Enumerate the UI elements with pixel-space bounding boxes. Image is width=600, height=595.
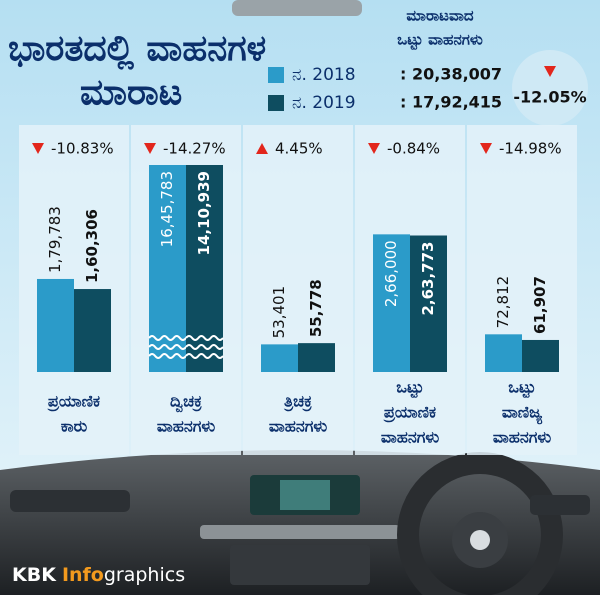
- title: ಮಾರಾಟ: [80, 72, 182, 113]
- bar: [410, 235, 447, 372]
- category-label: ವಾಹನಗಳು: [157, 417, 215, 436]
- category-label: ವಾಣಿಜ್ಯ: [502, 403, 543, 425]
- bar: [37, 278, 74, 372]
- bar: [373, 234, 410, 372]
- category-label: ಕಾರು: [61, 417, 87, 436]
- change-label: -14.98%: [499, 140, 562, 158]
- change-arrow: [480, 143, 492, 154]
- legend-swatch: [268, 67, 284, 83]
- break-wave: [185, 344, 224, 350]
- legend-label: ನ. 2018: [292, 65, 356, 85]
- dashboard: [0, 450, 600, 595]
- change-arrow: [144, 143, 156, 154]
- bar: [74, 289, 111, 372]
- total-change-badge: [512, 50, 588, 126]
- break-wave: [148, 353, 187, 359]
- value-label: 1,79,783: [46, 206, 64, 273]
- value-label: 2,66,000: [382, 240, 400, 307]
- credit-part: graphics: [104, 564, 185, 586]
- panel: [243, 125, 353, 455]
- break-wave: [148, 344, 187, 350]
- change-arrow: [32, 143, 44, 154]
- value-label: 55,778: [307, 279, 325, 337]
- total-value: : 20,38,007: [400, 65, 502, 84]
- category-label: ವಾಹನಗಳು: [381, 428, 439, 447]
- category-label: ತ್ರಿಚಕ್ರ: [283, 392, 312, 413]
- bar: [261, 344, 298, 372]
- break-wave: [148, 335, 187, 341]
- break-wave: [185, 335, 224, 341]
- change-label: -10.83%: [51, 140, 114, 158]
- value-label: 16,45,783: [158, 171, 176, 247]
- credit-part: KBK: [12, 564, 57, 586]
- category-label: ವಾಹನಗಳು: [269, 417, 327, 436]
- category-label: ದ್ವಿಚಕ್ರ: [170, 392, 203, 413]
- category-label: ಪ್ರಯಾಣಿಕ: [382, 403, 436, 424]
- total-heading: ಒಟ್ಟು ವಾಹನಗಳು: [397, 31, 483, 50]
- title: ಭಾರತದಲ್ಲಿ ವಾಹನಗಳ: [8, 28, 266, 71]
- bar: [298, 343, 335, 372]
- change-label: -14.27%: [163, 140, 226, 158]
- value-label: 61,907: [531, 276, 549, 334]
- change-arrow: [368, 143, 380, 154]
- bar: [522, 339, 559, 372]
- value-label: 1,60,306: [83, 209, 101, 283]
- mirror: [232, 0, 362, 16]
- legend-swatch: [268, 95, 284, 111]
- change-label: 4.45%: [275, 140, 323, 158]
- total-heading: ಮಾರಾಟವಾದ: [406, 7, 474, 25]
- total-change: -12.05%: [513, 88, 586, 107]
- break-wave: [185, 353, 224, 359]
- category-label: ಒಟ್ಟು: [508, 378, 535, 400]
- value-label: 72,812: [494, 276, 512, 329]
- category-label: ವಾಹನಗಳು: [493, 428, 551, 447]
- total-value: : 17,92,415: [400, 93, 502, 112]
- change-arrow: [256, 143, 268, 154]
- panel: [467, 125, 577, 455]
- total-change-arrow: [544, 66, 556, 77]
- value-label: 14,10,939: [195, 171, 213, 255]
- category-label: ಪ್ರಯಾಣಿಕ: [46, 392, 100, 413]
- credit-part: Info: [62, 564, 104, 586]
- category-label: ಒಟ್ಟು: [396, 378, 423, 400]
- value-label: 53,401: [270, 286, 288, 339]
- value-label: 2,63,773: [419, 241, 437, 315]
- change-label: -0.84%: [387, 140, 440, 158]
- legend-label: ನ. 2019: [292, 93, 356, 113]
- credit: KBK Infographics: [12, 564, 185, 586]
- bar: [485, 334, 522, 372]
